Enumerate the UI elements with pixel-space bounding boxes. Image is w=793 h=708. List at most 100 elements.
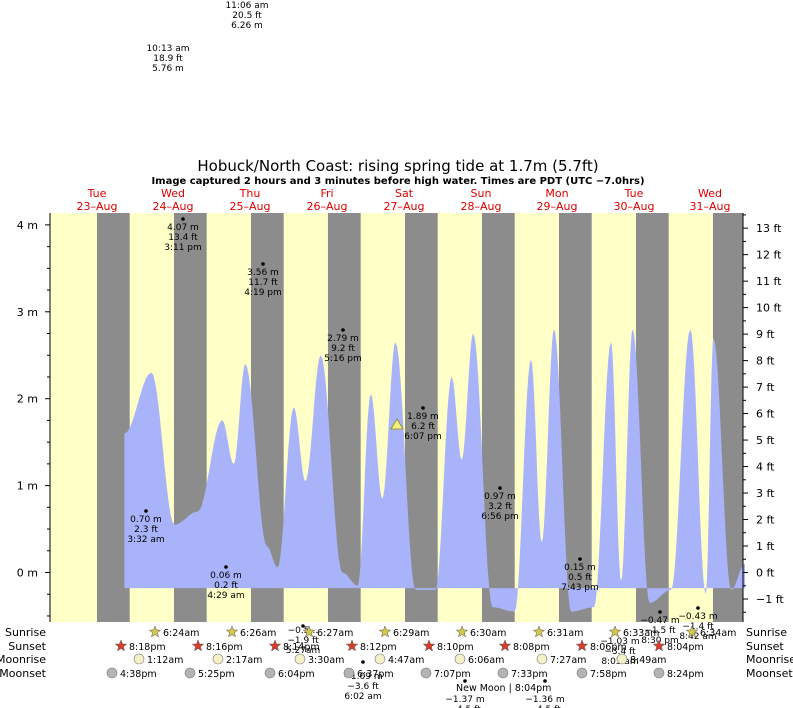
- extreme-label-line: 2.3 ft: [134, 525, 158, 535]
- sunset-time: 8:18pm: [129, 642, 166, 653]
- day-date: 28–Aug: [461, 200, 502, 213]
- extreme-dot: [543, 679, 547, 683]
- extreme-label-line: 9.2 ft: [331, 344, 355, 354]
- day-date: 30–Aug: [614, 200, 655, 213]
- chart-title: Hobuck/North Coast: rising spring tide a…: [197, 157, 598, 175]
- extreme-label-line: 3:11 pm: [164, 243, 202, 253]
- right-tick-label: 6 ft: [756, 408, 775, 421]
- extreme-label-line: −4.5 ft: [449, 705, 481, 708]
- chart-subtitle: Image captured 2 hours and 3 minutes bef…: [151, 176, 644, 187]
- moonset-icon: [343, 667, 355, 679]
- extreme-label-line: 0.70 m: [130, 515, 162, 525]
- sunrise-time: 6:30am: [470, 628, 506, 639]
- night-band: [96, 213, 130, 622]
- right-tick-label: −1 ft: [756, 593, 784, 606]
- extreme-label-line: 6:02 am: [344, 692, 381, 702]
- row-label-right: Moonrise: [746, 653, 793, 666]
- current-level-marker: [390, 418, 404, 430]
- extreme-label-line: 11.7 ft: [248, 278, 278, 288]
- moonrise-time: 2:17am: [226, 655, 262, 666]
- extreme-dot: [696, 606, 700, 610]
- moonrise-icon: [536, 653, 548, 665]
- moonset-time: 7:33pm: [511, 669, 548, 680]
- extreme-dot: [421, 406, 425, 410]
- extreme-label-line: 2.79 m: [327, 334, 359, 344]
- extreme-label-line: 10:13 am: [146, 44, 189, 54]
- star-icon: [608, 625, 622, 638]
- extreme-label-line: −0.47 m: [640, 616, 679, 626]
- right-tick-label: 11 ft: [756, 275, 782, 288]
- star-icon: [532, 625, 546, 638]
- extreme-dot: [361, 660, 365, 664]
- extreme-label-line: −1.4 ft: [682, 622, 714, 632]
- extreme-label-line: −3.4 ft: [604, 647, 636, 657]
- extreme-dot: [181, 217, 185, 221]
- moonrise-time: 7:27am: [550, 655, 586, 666]
- extreme-label-line: 6.2 ft: [411, 422, 435, 432]
- right-tick-label: 4 ft: [756, 461, 775, 474]
- extreme-dot: [658, 610, 662, 614]
- sunset-time: 8:14pm: [283, 642, 320, 653]
- axes: 4 m 3 m 2 m 1 m 0 m 13 ft 12 ft 11 ft 10 ft 9 ft 8…: [17, 213, 784, 622]
- left-tick-label: 0 m: [17, 567, 38, 580]
- sunset-time: 8:08pm: [513, 642, 550, 653]
- moonset-icon: [264, 667, 276, 679]
- extreme-dot: [144, 509, 148, 513]
- extreme-label-line: 3.56 m: [247, 268, 279, 278]
- day-date: 29–Aug: [537, 200, 578, 213]
- extreme-label-line: 5.76 m: [152, 64, 184, 74]
- row-label-right: Sunset: [746, 640, 784, 653]
- right-tick-label: 3 ft: [756, 487, 775, 500]
- day-headers: Tue23–AugWed24–AugThu25–AugFri26–AugSat2…: [77, 187, 731, 213]
- extreme-label-line: −1.36 m: [525, 695, 564, 705]
- day-name: Tue: [87, 187, 107, 200]
- extreme-label-line: 1.89 m: [407, 412, 439, 422]
- left-tick-label: 4 m: [17, 219, 38, 232]
- right-tick-label: 13 ft: [756, 222, 782, 235]
- row-label-right: Moonset: [746, 667, 793, 680]
- right-tick-label: 12 ft: [756, 249, 782, 262]
- moonrise-icon: [374, 653, 386, 665]
- extreme-label-line: 6:56 pm: [481, 512, 519, 522]
- moonrise-time: 1:12am: [147, 655, 183, 666]
- extreme-dot: [301, 624, 305, 628]
- star-icon: [422, 639, 436, 652]
- day-name: Thu: [239, 187, 261, 200]
- extreme-label-line: −1.37 m: [445, 695, 484, 705]
- extreme-label-line: −0.5…: [288, 626, 319, 636]
- day-name: Wed: [698, 187, 722, 200]
- moonrise-icon: [212, 653, 224, 665]
- day-name: Fri: [320, 187, 333, 200]
- extreme-label-line: −1.09 m: [343, 672, 382, 682]
- sunset-time: 8:16pm: [206, 642, 243, 653]
- extreme-label-line: 5:27am: [286, 646, 321, 656]
- star-icon: [345, 639, 359, 652]
- day-name: Mon: [545, 187, 568, 200]
- extreme-label-line: 7:43 pm: [561, 583, 599, 593]
- extreme-label-line: 13.4 ft: [168, 233, 198, 243]
- extreme-dot: [341, 328, 345, 332]
- extreme-label-line: −1.9 ft: [287, 636, 319, 646]
- right-tick-label: 0 ft: [756, 567, 775, 580]
- day-name: Wed: [161, 187, 185, 200]
- moonset-time: 5:25pm: [198, 669, 235, 680]
- moonset-icon: [106, 667, 118, 679]
- sunrise-time: 6:26am: [240, 628, 276, 639]
- extreme-label-line: 0.15 m: [564, 563, 596, 573]
- right-tick-label: 2 ft: [756, 514, 775, 527]
- moonset-icon: [653, 667, 665, 679]
- extreme-label-line: 4.07 m: [167, 223, 199, 233]
- star-icon: [302, 625, 316, 638]
- extreme-label-line: 20.5 ft: [232, 11, 262, 21]
- moon-phase-label: New Moon | 8:04pm: [456, 683, 551, 694]
- right-tick-label: 10 ft: [756, 302, 782, 315]
- extreme-dot: [498, 486, 502, 490]
- star-icon: [455, 625, 469, 638]
- moonset-time: 6:04pm: [278, 669, 315, 680]
- extreme-dot: [261, 262, 265, 266]
- day-date: 25–Aug: [230, 200, 271, 213]
- day-name: Sat: [395, 187, 414, 200]
- night-band: [481, 213, 515, 622]
- sunrise-time: 6:33am: [623, 628, 659, 639]
